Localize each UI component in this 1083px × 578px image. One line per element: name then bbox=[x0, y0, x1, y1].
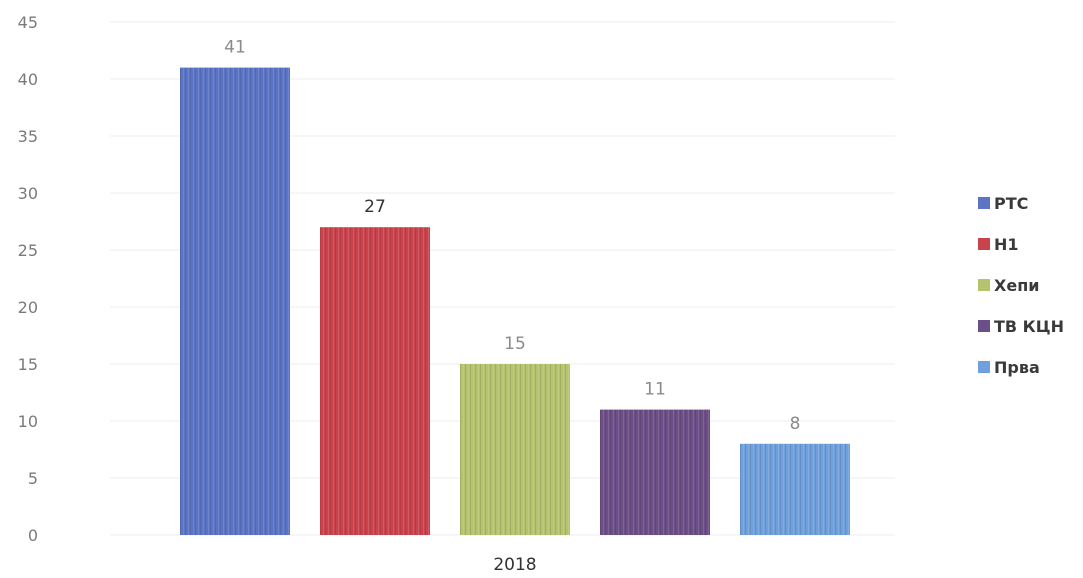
bars bbox=[180, 67, 850, 535]
legend-label: Хепи bbox=[994, 276, 1039, 295]
bar-texture bbox=[740, 443, 850, 535]
bar-texture bbox=[180, 67, 290, 535]
bar-texture bbox=[320, 227, 430, 535]
legend-swatch bbox=[978, 320, 990, 332]
legend-swatch bbox=[978, 197, 990, 209]
legend: РТС Н1 Хепи ТВ КЦН Прва bbox=[978, 194, 1064, 377]
legend-label: Прва bbox=[994, 358, 1040, 377]
data-labels: 41 27 15 11 8 bbox=[224, 38, 800, 434]
x-category-label: 2018 bbox=[493, 555, 536, 575]
y-tick-label: 40 bbox=[18, 70, 38, 89]
legend-label: Н1 bbox=[994, 235, 1019, 254]
y-tick-label: 35 bbox=[18, 127, 38, 146]
y-tick-label: 45 bbox=[18, 13, 38, 32]
y-tick-label: 25 bbox=[18, 241, 38, 260]
legend-swatch bbox=[978, 238, 990, 250]
data-label: 11 bbox=[644, 380, 666, 400]
legend-swatch bbox=[978, 279, 990, 291]
data-label: 41 bbox=[224, 38, 246, 58]
legend-label: ТВ КЦН bbox=[994, 317, 1064, 336]
data-label: 8 bbox=[790, 414, 801, 434]
y-tick-label: 5 bbox=[28, 469, 38, 488]
y-tick-label: 10 bbox=[18, 412, 38, 431]
bar-texture bbox=[460, 364, 570, 535]
data-label: 15 bbox=[504, 334, 526, 354]
x-axis: 2018 bbox=[493, 555, 536, 575]
legend-swatch bbox=[978, 361, 990, 373]
y-tick-label: 30 bbox=[18, 184, 38, 203]
y-tick-label: 0 bbox=[28, 526, 38, 545]
bar-texture bbox=[600, 409, 710, 535]
data-label: 27 bbox=[364, 197, 386, 217]
y-axis: 0 5 10 15 20 25 30 35 40 45 bbox=[18, 13, 38, 545]
y-tick-label: 20 bbox=[18, 298, 38, 317]
y-tick-label: 15 bbox=[18, 355, 38, 374]
legend-label: РТС bbox=[994, 194, 1028, 213]
